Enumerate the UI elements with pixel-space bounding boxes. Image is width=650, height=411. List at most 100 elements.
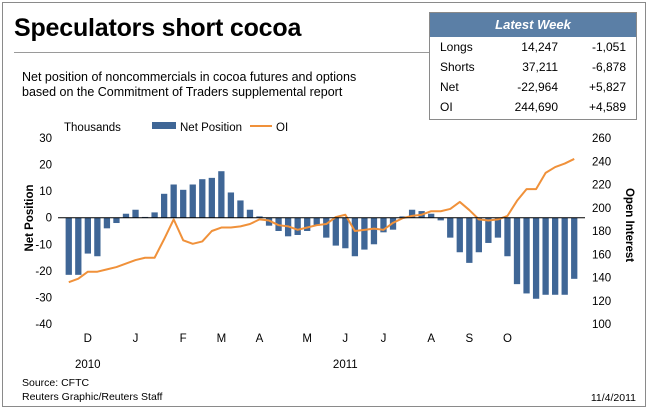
row-value: -22,964 (517, 80, 558, 94)
net-position-bar (170, 184, 177, 218)
title-rule (14, 52, 430, 53)
net-position-bar (437, 217, 444, 221)
net-position-bar (504, 217, 511, 257)
right-tick-label: 260 (592, 133, 611, 145)
net-position-bar (571, 217, 578, 279)
left-tick-label: 30 (39, 133, 52, 145)
net-position-bar (84, 217, 91, 254)
left-tick-label: -40 (35, 319, 52, 331)
legend-swatch-net-position (152, 122, 176, 129)
net-position-bar (103, 217, 111, 229)
net-position-bar (256, 216, 263, 218)
net-position-bar (428, 213, 435, 218)
net-position-bar (351, 217, 359, 257)
right-tick-label: 140 (592, 273, 611, 285)
year-label: 2011 (333, 359, 358, 371)
net-position-bar (218, 171, 225, 218)
net-position-bar (552, 217, 559, 295)
year-label: 2010 (75, 359, 101, 371)
row-value: 244,690 (514, 100, 558, 114)
legend-label-net-position: Net Position (180, 122, 242, 134)
net-position-bar (75, 217, 82, 275)
left-tick-label: 20 (39, 160, 52, 172)
net-position-bar (199, 179, 206, 218)
latest-week-row: Longs 14,247 -1,051 (430, 37, 636, 57)
latest-week-heading: Latest Week (430, 13, 636, 37)
y-right-label: Open Interest (623, 188, 635, 262)
left-tick-label: 10 (39, 186, 52, 198)
net-position-bar (189, 184, 196, 218)
graphic-frame (2, 2, 646, 407)
net-position-bar (361, 217, 368, 250)
net-position-bar (485, 217, 492, 243)
row-label: Shorts (440, 60, 475, 74)
left-tick-label: -10 (35, 239, 52, 251)
credit-text: Reuters Graphic/Reuters Staff (22, 391, 163, 403)
month-label: J (381, 333, 387, 345)
net-position-bar (561, 217, 568, 295)
net-position-bar (113, 217, 120, 224)
legend: Net Position OI (152, 122, 288, 134)
oi-line (68, 158, 575, 284)
net-position-bar (466, 217, 473, 263)
net-position-bar (246, 209, 254, 218)
row-label: Longs (440, 40, 473, 54)
left-axis-ticks: 30 20 10 0 -10 -20 -30 -40 (35, 133, 52, 331)
left-tick-label: -20 (35, 266, 52, 278)
net-position-bars (65, 171, 578, 299)
net-position-bar (208, 177, 215, 218)
month-label: S (465, 333, 473, 345)
net-position-bar (94, 217, 101, 257)
net-position-bar (265, 217, 273, 226)
month-label: D (84, 333, 92, 345)
net-position-bar (370, 217, 378, 245)
net-position-bar (313, 217, 320, 226)
month-label: O (503, 333, 512, 345)
row-change: -1,051 (591, 40, 626, 54)
net-position-bar (456, 217, 463, 253)
right-tick-label: 120 (592, 296, 611, 308)
right-tick-label: 160 (592, 249, 611, 261)
net-position-bar (294, 217, 301, 235)
right-tick-label: 180 (592, 226, 611, 238)
net-position-bar (122, 213, 130, 218)
row-label: OI (440, 100, 453, 114)
left-tick-label: -30 (35, 292, 52, 304)
chart-subtitle: Net position of noncommercials in cocoa … (22, 70, 356, 100)
right-tick-label: 220 (592, 180, 611, 192)
right-tick-label: 100 (592, 319, 611, 331)
units-label: Thousands (64, 122, 121, 134)
right-tick-label: 240 (592, 156, 611, 168)
net-position-bar (132, 209, 139, 218)
oi-line-layer (68, 158, 575, 284)
row-change: -6,878 (591, 60, 626, 74)
row-label: Net (440, 80, 459, 94)
net-position-bar (494, 217, 502, 238)
net-position-bar (542, 217, 549, 295)
row-change: +4,589 (588, 100, 626, 114)
net-position-bar (160, 193, 168, 218)
net-position-bar (447, 217, 454, 238)
row-value: 14,247 (521, 40, 558, 54)
year-labels: 2010 2011 (75, 359, 358, 371)
subtitle-line: based on the Commitment of Traders suppl… (22, 85, 343, 99)
net-position-bar (475, 217, 482, 253)
month-label: J (342, 333, 348, 345)
net-position-bar (304, 217, 311, 231)
month-label: A (427, 333, 435, 345)
legend-label-oi: OI (276, 122, 288, 134)
y-left-label: Net Position (24, 184, 36, 251)
left-tick-label: 0 (46, 213, 52, 225)
net-position-bar (399, 216, 406, 218)
row-value: 37,211 (522, 60, 558, 74)
net-position-bar (380, 217, 387, 233)
latest-week-table: Longs 14,247 -1,051 Shorts 37,211 -6,878… (430, 37, 636, 117)
month-label: A (256, 333, 264, 345)
right-axis-ticks: 260 240 220 200 180 160 140 120 100 (592, 133, 611, 331)
publish-date: 11/4/2011 (590, 392, 636, 404)
net-position-bar (227, 192, 235, 218)
net-position-bar (151, 212, 158, 218)
net-position-bar (408, 209, 416, 218)
